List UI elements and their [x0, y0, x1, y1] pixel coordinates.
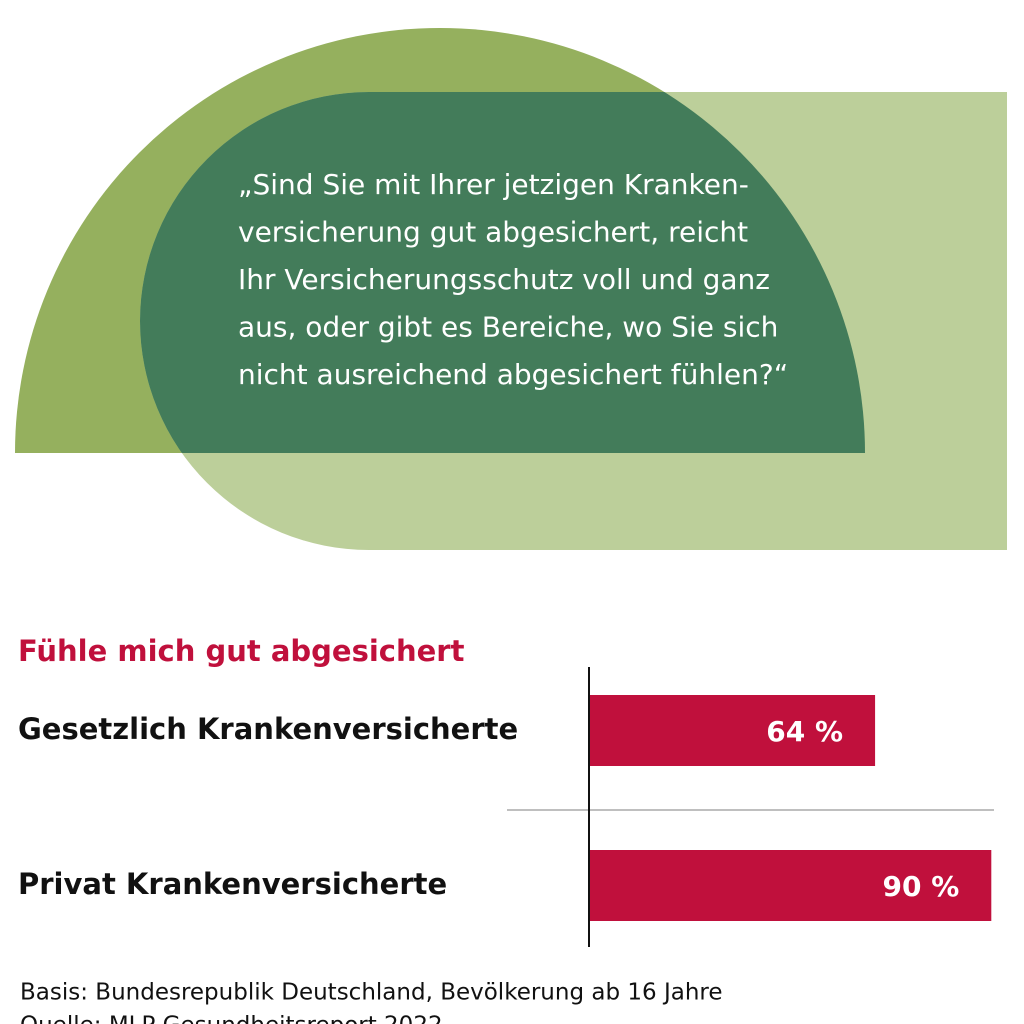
category-label: Gesetzlich Krankenversicherte: [18, 712, 518, 746]
question-line: aus, oder gibt es Bereiche, wo Sie sich: [238, 311, 778, 344]
notes: Basis: Bundesrepublik Deutschland, Bevöl…: [20, 980, 723, 1024]
question-line: versicherung gut abgesichert, reicht: [238, 216, 748, 249]
value-label: 64 %: [766, 715, 843, 748]
question-line: nicht ausreichend abgesichert fühlen?“: [238, 358, 788, 391]
bars: Gesetzlich Krankenversicherte 64 % Privat …: [18, 695, 992, 921]
value-label: 90 %: [883, 870, 960, 903]
note: Quelle: MLP Gesundheitsreport 2022: [20, 1013, 443, 1024]
question: „Sind Sie mit Ihrer jetzigen Kranken-ver…: [238, 168, 788, 391]
question-line: Ihr Versicherungsschutz voll und ganz: [238, 263, 770, 296]
bar: [589, 695, 876, 766]
category-label: Privat Krankenversicherte: [18, 867, 447, 901]
question-line: „Sind Sie mit Ihrer jetzigen Kranken-: [238, 168, 749, 201]
bar: [589, 850, 992, 921]
subtitle: Fühle mich gut abgesichert: [18, 634, 465, 668]
note: Basis: Bundesrepublik Deutschland, Bevöl…: [20, 980, 723, 1006]
